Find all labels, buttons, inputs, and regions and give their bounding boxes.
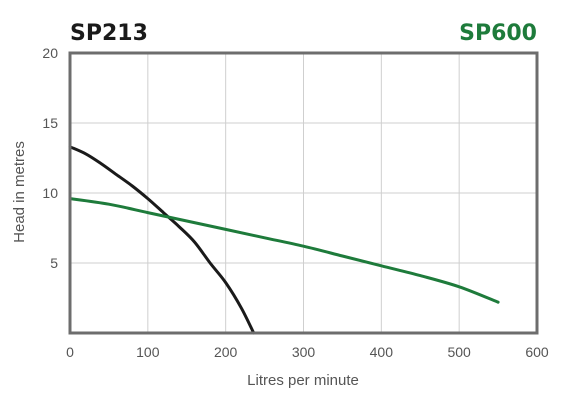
series-line-sp600 xyxy=(68,197,500,304)
x-tick-label: 100 xyxy=(136,344,160,360)
series-lines xyxy=(68,145,500,335)
x-tick-label: 500 xyxy=(447,344,471,360)
y-tick-label: 10 xyxy=(42,185,58,201)
series-title-sp600: SP600 xyxy=(459,21,537,46)
y-axis-label: Head in metres xyxy=(11,141,28,243)
y-tick-labels: 5 10 15 20 xyxy=(42,45,58,271)
series-line-sp213 xyxy=(68,145,256,335)
plot-frame xyxy=(68,51,539,335)
x-tick-label: 400 xyxy=(370,344,394,360)
x-tick-labels: 0 100 200 300 400 500 600 xyxy=(66,344,549,360)
y-tick-label: 20 xyxy=(42,45,58,61)
x-tick-label: 0 xyxy=(66,344,74,360)
x-tick-label: 200 xyxy=(214,344,238,360)
y-tick-label: 15 xyxy=(42,115,58,131)
x-tick-label: 300 xyxy=(292,344,316,360)
x-axis-label: Litres per minute xyxy=(247,372,359,389)
series-title-sp213: SP213 xyxy=(70,21,148,46)
grid-lines xyxy=(70,53,537,333)
y-tick-label: 5 xyxy=(50,255,58,271)
x-tick-label: 600 xyxy=(525,344,549,360)
